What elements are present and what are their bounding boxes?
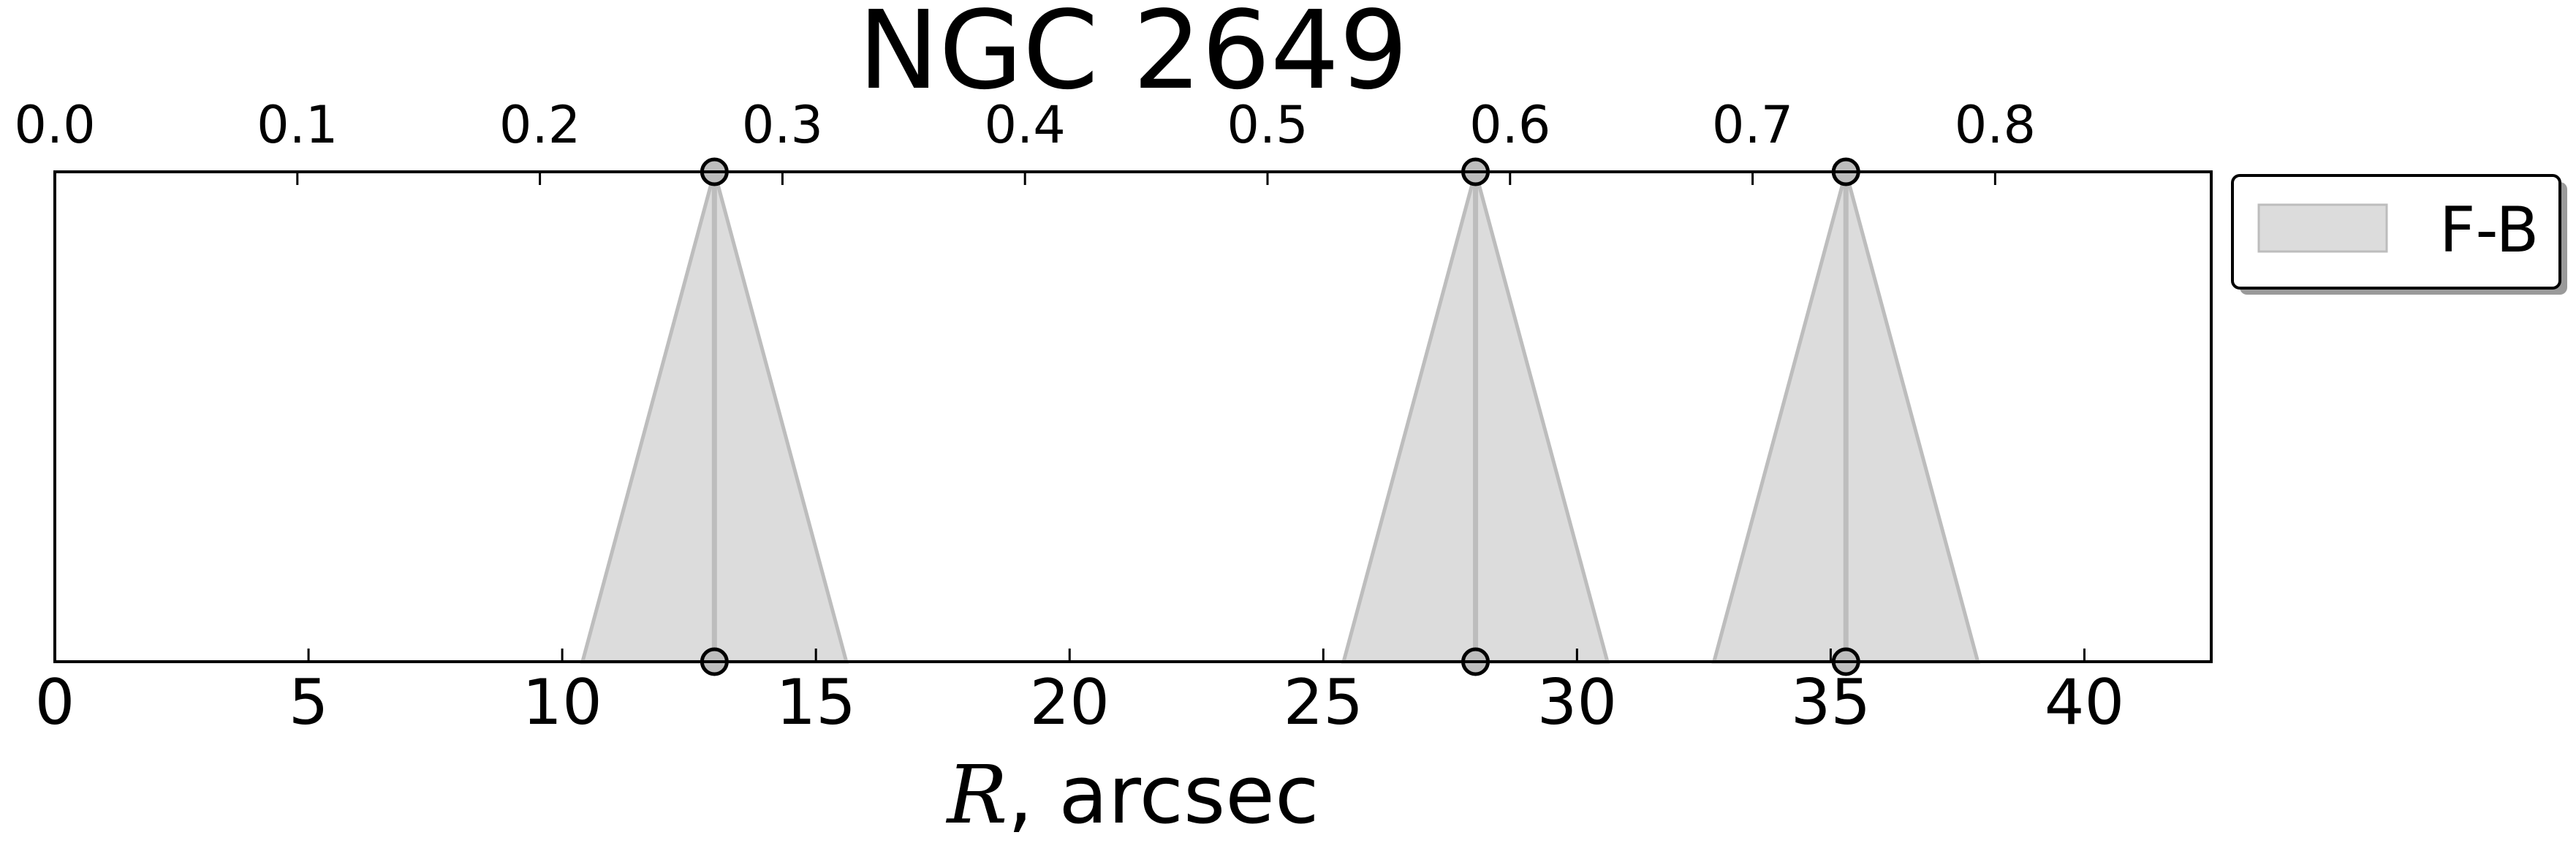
features-layer <box>580 157 1980 676</box>
top-tick-label: 0.3 <box>742 95 823 155</box>
bottom-tick-label: 0 <box>35 666 75 739</box>
bottom-tick-label: 40 <box>2045 666 2124 739</box>
legend-swatch-f-b <box>2257 203 2388 253</box>
x-axis-label-text: , arcsec <box>1007 748 1319 842</box>
top-tick-label: 0.7 <box>1712 95 1793 155</box>
chart-title: NGC 2649 <box>858 0 1408 113</box>
bottom-tick-label: 20 <box>1030 666 1110 739</box>
bottom-tick-label: 10 <box>522 666 602 739</box>
legend: F-B <box>2231 174 2567 295</box>
bottom-tick-label: 15 <box>776 666 855 739</box>
bottom-tick-label: 30 <box>1537 666 1617 739</box>
legend-label-f-b: F-B <box>2439 194 2539 267</box>
plot-frame <box>53 170 2213 663</box>
top-tick-label: 0.0 <box>14 95 95 155</box>
x-axis-label: R, arcsec <box>946 748 1319 842</box>
top-tick-label: 0.1 <box>257 95 338 155</box>
top-tick-label: 0.4 <box>985 95 1066 155</box>
bottom-tick-label: 25 <box>1284 666 1363 739</box>
x-axis-label-symbol: R <box>946 748 1008 842</box>
top-tick-label: 0.5 <box>1227 95 1308 155</box>
top-tick-label: 0.6 <box>1469 95 1550 155</box>
top-tick-label: 0.2 <box>499 95 580 155</box>
bottom-tick-label: 5 <box>289 666 329 739</box>
ticks-layer: 0 5 10 15 20 25 30 35 40 0.0 0.1 0.2 0.3 0.4 0.5 0.6 0.7… <box>14 95 2124 739</box>
top-tick-label: 0.8 <box>1955 95 2036 155</box>
bottom-tick-label: 35 <box>1791 666 1871 739</box>
